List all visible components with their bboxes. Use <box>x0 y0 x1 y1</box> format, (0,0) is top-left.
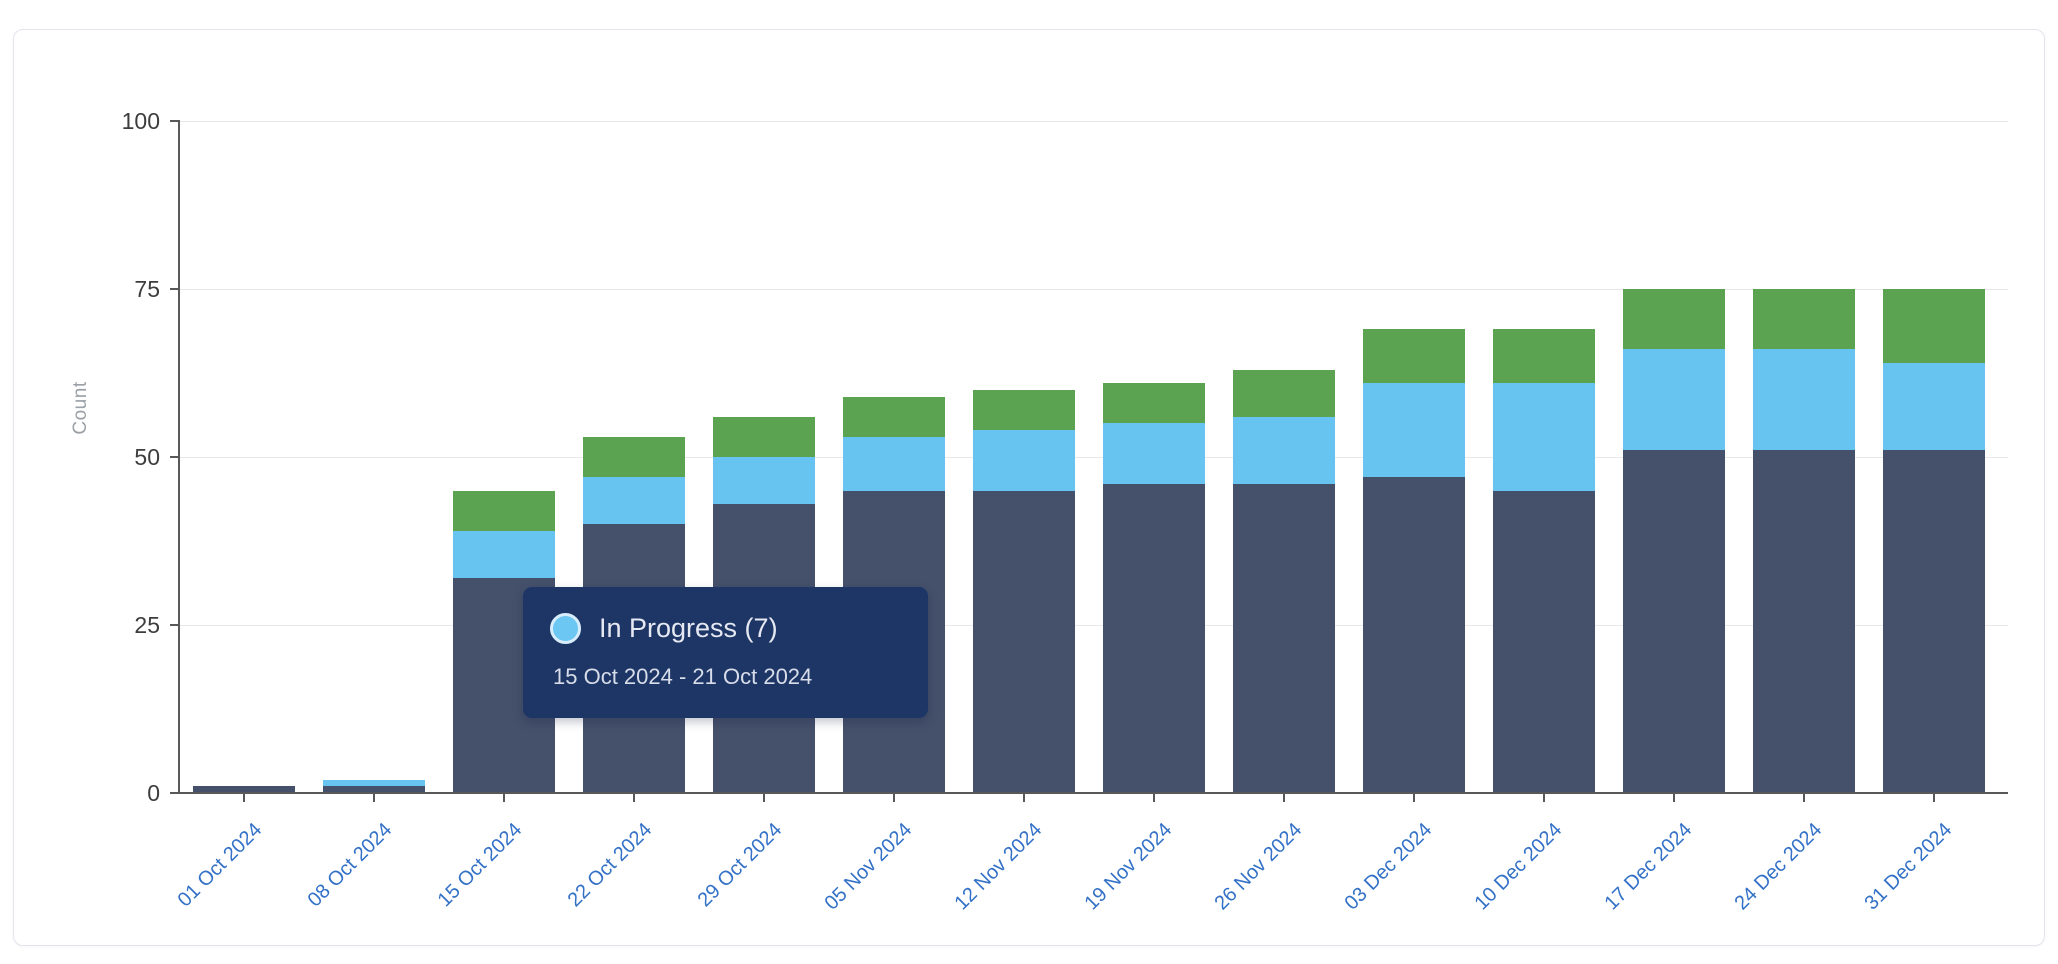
x-tick <box>1803 794 1805 802</box>
bar-segment-series-2[interactable] <box>1103 383 1205 424</box>
bar-segment-in-progress[interactable] <box>1753 349 1855 451</box>
x-axis-label: 17 Dec 2024 <box>1600 818 1697 915</box>
bar-segment-series-2[interactable] <box>1623 289 1725 350</box>
x-tick <box>1543 794 1545 802</box>
bar-segment-in-progress[interactable] <box>323 779 425 787</box>
y-tick <box>170 624 178 626</box>
x-tick <box>1673 794 1675 802</box>
bar-segment-series-2[interactable] <box>973 389 1075 431</box>
x-axis-label: 24 Dec 2024 <box>1730 818 1827 915</box>
bar-segment-in-progress[interactable] <box>1623 349 1725 451</box>
y-axis-line <box>178 120 180 794</box>
bar-segment-series-0[interactable] <box>1233 483 1335 793</box>
y-gridline-50 <box>180 456 2008 458</box>
x-axis-label: 08 Oct 2024 <box>303 818 397 912</box>
bar-segment-series-2[interactable] <box>713 416 815 457</box>
bar-segment-in-progress[interactable] <box>453 530 555 578</box>
tooltip-header: In Progress (7) <box>550 611 778 645</box>
bar-segment-series-2[interactable] <box>583 436 685 478</box>
x-tick <box>1023 794 1025 802</box>
bar-segment-in-progress[interactable] <box>1883 362 1985 451</box>
bar-segment-in-progress[interactable] <box>1363 383 1465 478</box>
y-tick <box>170 456 178 458</box>
bar-segment-in-progress[interactable] <box>1233 416 1335 484</box>
bar-segment-series-0[interactable] <box>973 490 1075 793</box>
y-tick-label: 25 <box>134 612 160 638</box>
bar-segment-series-2[interactable] <box>843 396 945 437</box>
bar-segment-in-progress[interactable] <box>583 477 685 525</box>
bar-segment-series-2[interactable] <box>1753 289 1855 350</box>
x-axis-label: 03 Dec 2024 <box>1340 818 1437 915</box>
bar-segment-in-progress[interactable] <box>1493 383 1595 491</box>
tooltip-date-range: 15 Oct 2024 - 21 Oct 2024 <box>553 664 813 689</box>
x-axis-label: 31 Dec 2024 <box>1860 818 1957 915</box>
tooltip-title: In Progress (7) <box>599 612 778 643</box>
x-tick <box>243 794 245 802</box>
y-tick <box>170 792 178 794</box>
x-tick <box>893 794 895 802</box>
y-tick-label: 75 <box>134 276 160 302</box>
bar-segment-series-0[interactable] <box>1103 483 1205 793</box>
y-tick-label: 0 <box>147 780 160 806</box>
bar-segment-series-0[interactable] <box>193 786 295 793</box>
x-axis-label: 10 Dec 2024 <box>1470 818 1567 915</box>
bar-segment-series-2[interactable] <box>1493 329 1595 384</box>
chart-tooltip: In Progress (7) 15 Oct 2024 - 21 Oct 202… <box>523 587 928 718</box>
x-tick <box>1933 794 1935 802</box>
x-axis-label: 15 Oct 2024 <box>433 818 527 912</box>
bar-segment-series-2[interactable] <box>453 490 555 531</box>
y-tick <box>170 120 178 122</box>
x-tick <box>763 794 765 802</box>
bar-segment-series-2[interactable] <box>1883 289 1985 363</box>
bar-segment-series-2[interactable] <box>1363 329 1465 384</box>
bar-segment-series-2[interactable] <box>1233 369 1335 417</box>
bar-segment-series-0[interactable] <box>1753 450 1855 793</box>
y-tick <box>170 288 178 290</box>
x-axis-label: 26 Nov 2024 <box>1210 818 1307 915</box>
x-tick <box>1283 794 1285 802</box>
x-axis-line <box>178 792 2008 794</box>
y-gridline-75 <box>180 288 2008 290</box>
bar-segment-in-progress[interactable] <box>713 457 815 505</box>
y-tick-label: 100 <box>121 108 160 134</box>
bar-segment-in-progress[interactable] <box>843 436 945 491</box>
bar-segment-series-0[interactable] <box>323 786 425 793</box>
x-axis-label: 22 Oct 2024 <box>563 818 657 912</box>
x-tick <box>1153 794 1155 802</box>
bar-segment-series-0[interactable] <box>1363 477 1465 793</box>
x-axis-label: 12 Nov 2024 <box>950 818 1047 915</box>
bar-segment-series-0[interactable] <box>1493 490 1595 793</box>
bar-segment-in-progress[interactable] <box>1103 423 1205 484</box>
x-axis-label: 19 Nov 2024 <box>1080 818 1177 915</box>
y-axis-title: Count <box>70 381 91 435</box>
x-tick <box>373 794 375 802</box>
bar-segment-series-0[interactable] <box>1623 450 1725 793</box>
bar-segment-in-progress[interactable] <box>973 430 1075 491</box>
x-axis-label: 29 Oct 2024 <box>693 818 787 912</box>
x-tick <box>633 794 635 802</box>
in-progress-marker-icon <box>550 612 581 644</box>
x-tick <box>1413 794 1415 802</box>
x-tick <box>503 794 505 802</box>
y-gridline-100 <box>180 120 2008 122</box>
x-axis-label: 05 Nov 2024 <box>820 818 917 915</box>
bar-segment-series-0[interactable] <box>1883 450 1985 793</box>
x-axis-label: 01 Oct 2024 <box>173 818 267 912</box>
y-tick-label: 50 <box>134 444 160 470</box>
